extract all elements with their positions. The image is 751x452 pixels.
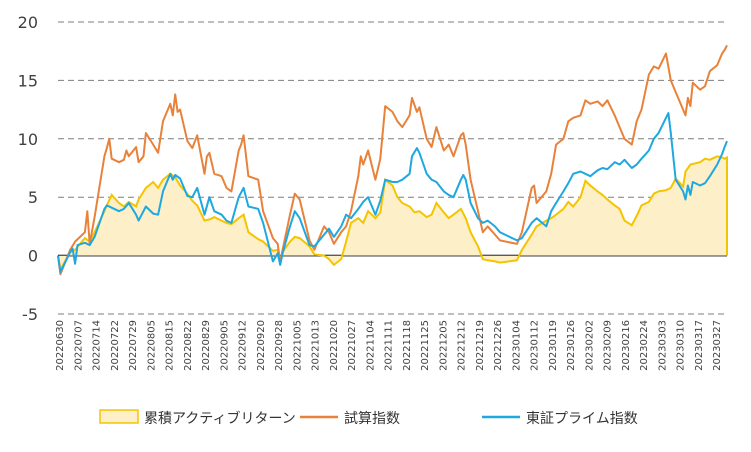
x-tick-label: 20220905	[219, 320, 230, 371]
x-tick-label: 20230224	[639, 320, 650, 371]
y-tick-label: -5	[22, 305, 38, 324]
x-tick-label: 20230126	[566, 320, 577, 371]
x-tick-label: 20220822	[183, 320, 194, 371]
y-tick-label: 5	[28, 188, 38, 207]
area-fill-cumulative-active-return	[58, 156, 727, 270]
x-tick-label: 20230112	[530, 320, 541, 371]
y-axis-ticks: -5 0 5 10 15 20	[18, 13, 38, 324]
x-tick-label: 20221104	[365, 320, 376, 371]
x-tick-label: 20221212	[457, 320, 468, 371]
series-layer	[57, 44, 728, 276]
x-tick-label: 20220630	[55, 320, 66, 371]
x-tick-label: 20230303	[657, 320, 668, 371]
x-tick-label: 20221205	[438, 320, 449, 371]
x-tick-label: 20220729	[128, 320, 139, 371]
legend-label: 東証プライム指数	[526, 411, 638, 427]
legend: 累積アクティブリターン 試算指数 東証プライム指数	[99, 409, 638, 427]
x-tick-label: 20220707	[73, 320, 84, 371]
series-line-2	[57, 112, 728, 273]
y-tick-label: 10	[18, 130, 38, 149]
x-tick-label: 20220928	[274, 320, 285, 371]
x-axis-ticks: 20220630 20220707 20220714 20220722 20220729…	[55, 320, 723, 371]
x-tick-label: 20221118	[402, 320, 413, 371]
gridlines	[58, 21, 727, 315]
x-tick-label: 20220714	[92, 320, 103, 371]
x-tick-label: 20221027	[347, 320, 358, 371]
x-tick-label: 20221226	[493, 320, 504, 371]
y-tick-label: 0	[28, 247, 38, 266]
x-tick-label: 20221013	[311, 320, 322, 371]
x-tick-label: 20220920	[256, 320, 267, 371]
x-tick-label: 20230317	[694, 320, 705, 371]
x-tick-label: 20221111	[384, 320, 395, 371]
legend-swatch-area	[99, 409, 139, 424]
legend-label: 累積アクティブリターン	[144, 410, 296, 427]
x-tick-label: 20221219	[475, 320, 486, 371]
x-tick-label: 20220805	[146, 320, 157, 371]
y-tick-label: 15	[18, 71, 38, 90]
y-tick-label: 20	[18, 13, 38, 32]
x-tick-label: 20230202	[584, 320, 595, 371]
x-tick-label: 20220912	[238, 320, 249, 371]
legend-label: 試算指数	[344, 411, 400, 427]
x-tick-label: 20230216	[621, 320, 632, 371]
x-tick-label: 20230209	[603, 320, 614, 371]
series-line-1	[57, 44, 728, 276]
x-tick-label: 20230327	[712, 320, 723, 371]
x-tick-label: 20220815	[165, 320, 176, 371]
x-tick-label: 20221005	[292, 320, 303, 371]
x-tick-label: 20220722	[110, 320, 121, 371]
x-tick-label: 20221125	[420, 320, 431, 371]
x-tick-label: 20230104	[511, 320, 522, 371]
x-tick-label: 20220829	[201, 320, 212, 371]
x-tick-label: 20221020	[329, 320, 340, 371]
x-tick-label: 20230310	[676, 320, 687, 371]
x-tick-label: 20230119	[548, 320, 559, 371]
